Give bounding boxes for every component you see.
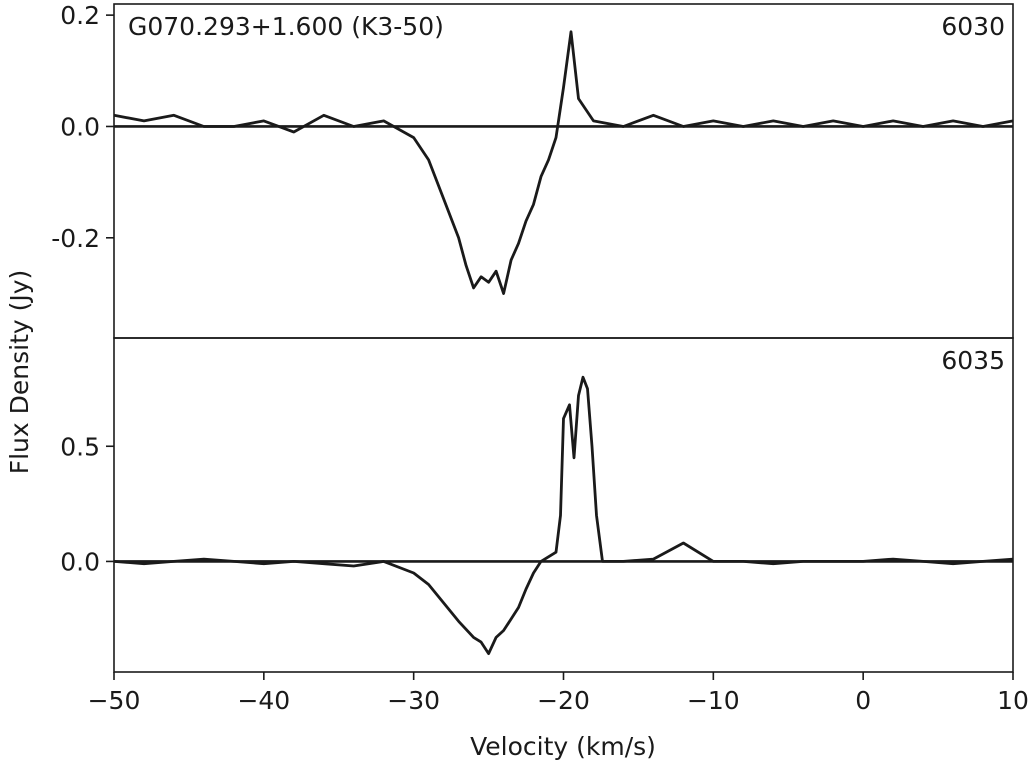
x-axis-label: Velocity (km/s) xyxy=(470,732,656,761)
x-tick-label-4: −20 xyxy=(537,686,590,715)
panel-1: -0.2 0.0 0.2 G070.293+1.600 (K3-50) 6030 xyxy=(51,1,1014,339)
spectrum-line-1-1 xyxy=(113,30,1014,295)
panel-label-2: 6035 xyxy=(941,346,1005,375)
y-tick-label-1-2: 0.0 xyxy=(60,112,100,141)
x-tick-label-1: −50 xyxy=(88,686,141,715)
y-axis-label: Flux Density (Jy) xyxy=(5,270,34,475)
spectrum-line-2-1 xyxy=(113,375,1014,655)
x-tick-label-5: −10 xyxy=(687,686,740,715)
panel-title-1: G070.293+1.600 (K3-50) xyxy=(128,12,444,41)
panel-2: 0.0 0.5 6035 xyxy=(60,337,1014,673)
panel-frame-1 xyxy=(113,3,1014,339)
x-axis: −50 −40 −30 −20 −10 0 10 xyxy=(88,672,1029,715)
x-tick-label-2: −40 xyxy=(237,686,290,715)
y-tick-label-2-1: 0.0 xyxy=(60,547,100,576)
x-tick-label-3: −30 xyxy=(387,686,440,715)
panel-label-1: 6030 xyxy=(941,12,1005,41)
y-tick-label-1-1: -0.2 xyxy=(51,224,100,253)
x-tick-label-6: 0 xyxy=(855,686,871,715)
x-tick-label-7: 10 xyxy=(997,686,1029,715)
y-tick-label-2-2: 0.5 xyxy=(60,432,100,461)
panel-frame-2 xyxy=(113,337,1014,673)
y-tick-label-1-3: 0.2 xyxy=(60,1,100,30)
panels: -0.20.00.2 G070.293+1.600 (K3-50) 60300.00… xyxy=(51,1,1014,673)
